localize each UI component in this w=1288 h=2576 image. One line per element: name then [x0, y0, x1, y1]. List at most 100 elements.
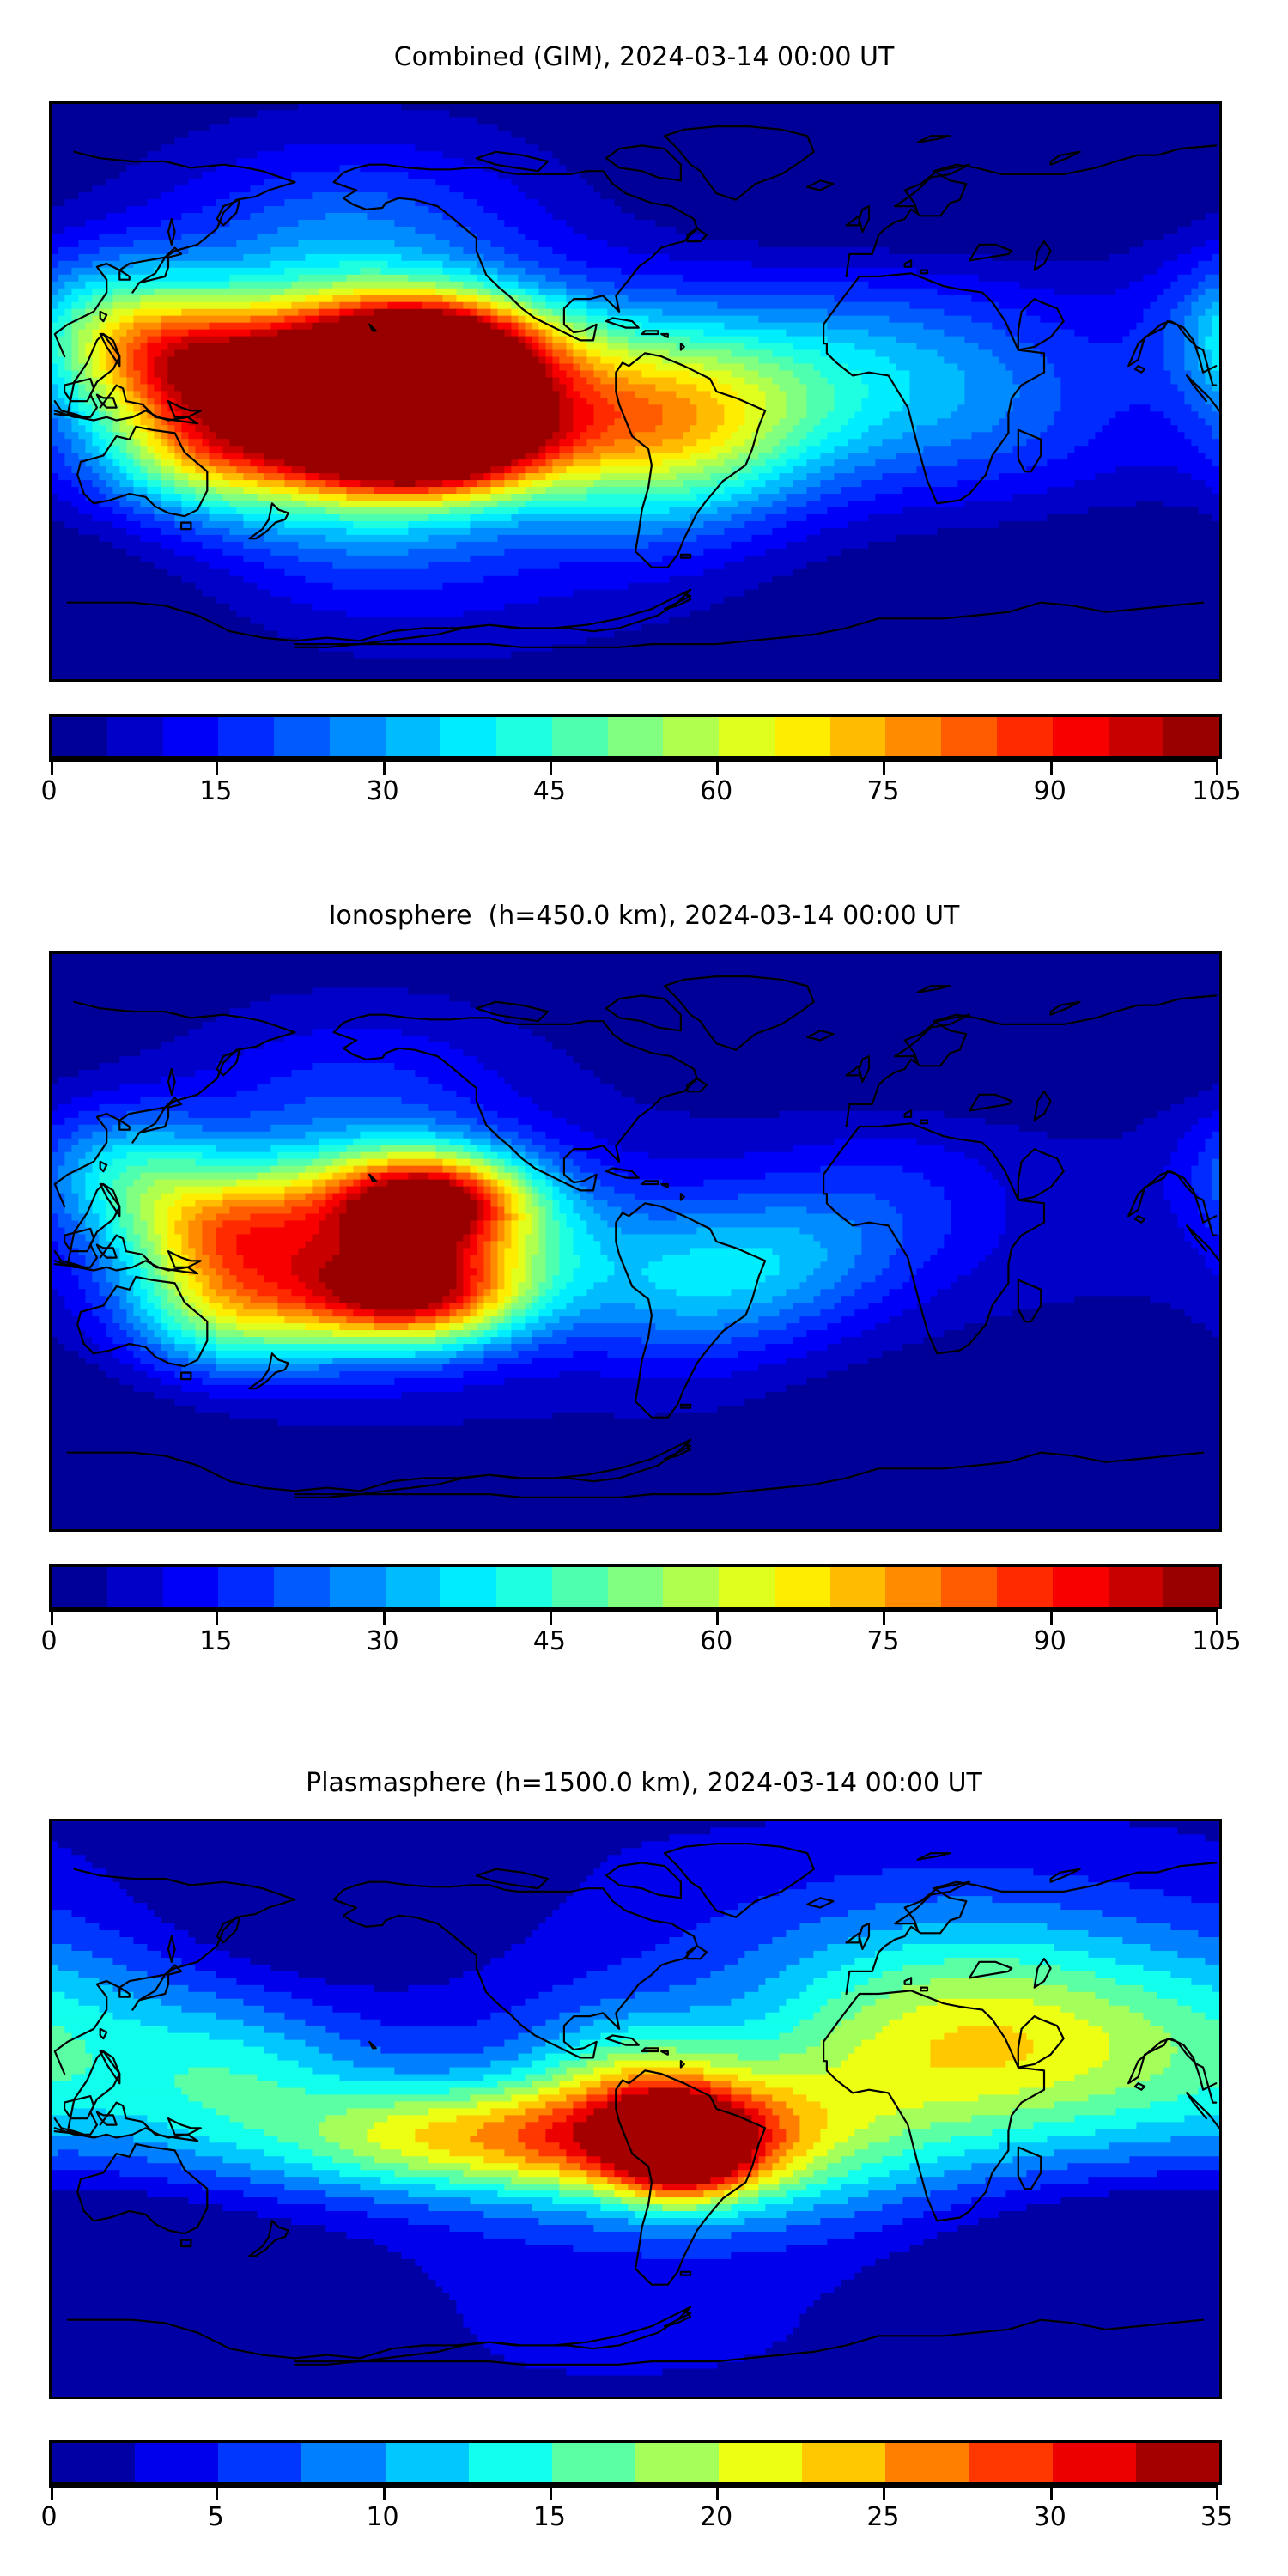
coastline-path — [73, 1868, 296, 1901]
coastline-path — [605, 144, 682, 182]
coastline-path — [615, 352, 767, 568]
coastline-path — [663, 2309, 692, 2328]
colorbar-tick — [716, 759, 720, 775]
colorbar-band — [1052, 2443, 1136, 2482]
colorbar-band — [329, 1567, 386, 1607]
colorbar-tick-label: 75 — [866, 1626, 900, 1656]
colorbar-band — [885, 2443, 969, 2482]
coastlines — [53, 1843, 1219, 2366]
coastline-path — [53, 332, 199, 425]
colorbar-band — [774, 1567, 830, 1607]
coastline-path — [920, 1986, 929, 1992]
coastline-path — [1017, 2015, 1065, 2069]
colorbar-tick-label: 105 — [1192, 1626, 1242, 1656]
coastline-path — [368, 2040, 377, 2050]
coastline-path — [118, 269, 131, 281]
contour-fill — [52, 104, 1219, 679]
coastline-path — [663, 125, 815, 201]
colorbar-band — [663, 717, 720, 756]
coastline-path — [1186, 374, 1219, 412]
colorbar-band — [468, 2443, 552, 2482]
colorbar-tick — [50, 759, 53, 775]
panel-combined-gim: Combined (GIM), 2024-03-14 00:00 UT 0 15 3… — [0, 0, 1288, 867]
coastline-path — [1133, 2082, 1146, 2091]
coastline-path — [53, 2127, 85, 2136]
coastline-path — [1133, 1215, 1146, 1224]
coastline-path — [131, 1097, 183, 1144]
coastline-path — [66, 601, 296, 642]
colorbar-tick — [216, 2485, 219, 2500]
coastline-path — [903, 259, 913, 268]
colorbar-band — [52, 1567, 107, 1607]
colorbar-band — [218, 1567, 275, 1607]
coastline-path — [53, 181, 296, 358]
colorbar-tick — [1049, 759, 1053, 775]
colorbar-band — [829, 717, 886, 756]
colorbar-band — [607, 717, 664, 756]
colorbar-tick — [1215, 1609, 1218, 1625]
coastline-path — [641, 330, 659, 336]
coastline-path — [216, 1048, 241, 1077]
map-ionosphere — [49, 951, 1222, 1532]
colorbar-tick-label: 60 — [700, 776, 733, 806]
coastline-path — [903, 1977, 913, 1985]
coastline-path — [99, 1160, 108, 1173]
coastline-path — [679, 343, 685, 351]
coastline-path — [1133, 365, 1146, 374]
coastline-path — [1017, 428, 1042, 473]
colorbar-band — [885, 1567, 942, 1607]
colorbar-band — [719, 1567, 775, 1607]
colorbar-tick-label: 10 — [366, 2502, 399, 2532]
colorbar-band — [496, 717, 552, 756]
coastline-path — [95, 2111, 118, 2126]
coastline-path — [368, 323, 377, 332]
colorbar-tick — [716, 1609, 720, 1625]
colorbar-band — [329, 717, 386, 756]
coastline-path — [167, 1250, 202, 1268]
coastline-path — [180, 1371, 192, 1381]
coastline-path — [845, 994, 1218, 1128]
coastline-path — [1127, 320, 1218, 386]
coastline-path — [118, 1986, 131, 1998]
contour-fill — [52, 954, 1219, 1529]
colorbar-tick-label: 35 — [1200, 2502, 1234, 2532]
coastline-path — [180, 521, 192, 531]
coastline-path — [806, 179, 835, 191]
coastline-path — [95, 393, 118, 409]
colorbar-tick-label: 25 — [866, 2502, 900, 2532]
colorbar-band — [385, 717, 441, 756]
colorbar-plasmasphere — [49, 2440, 1222, 2485]
coastline-path — [66, 2318, 296, 2360]
coastline-path — [641, 1180, 659, 1186]
coastline-path — [615, 2069, 767, 2286]
coastline-path — [605, 317, 640, 329]
colorbar-band — [1135, 2443, 1219, 2482]
coastline-path — [99, 2050, 121, 2085]
colorbar-tick — [716, 2485, 720, 2500]
coastline-path — [845, 1065, 860, 1077]
coastline-path — [894, 1013, 971, 1064]
colorbar-tick — [382, 759, 386, 775]
coastline-path — [806, 1030, 835, 1042]
colorbar-tick — [50, 1609, 53, 1625]
coastline-path — [332, 163, 698, 342]
coastline-path — [95, 1243, 118, 1259]
colorbar-tick — [1215, 2485, 1218, 2500]
panel-plasmasphere: Plasmasphere (h=1500.0 km), 2024-03-14 0… — [0, 1735, 1288, 2576]
colorbar-band — [218, 2443, 302, 2482]
panel-ionosphere: Ionosphere (h=450.0 km), 2024-03-14 00:0… — [0, 867, 1288, 1735]
coastline-path — [679, 2270, 692, 2276]
coastline-path — [167, 400, 202, 418]
coastline-path — [53, 1260, 85, 1268]
coastline-path — [131, 1964, 183, 2011]
colorbar-band — [162, 717, 219, 756]
coastline-path — [1049, 1868, 1081, 1883]
coastline-path — [894, 163, 971, 214]
coastline-path — [167, 217, 176, 246]
coastline-path — [99, 2027, 108, 2040]
colorbar-tick-label: 20 — [700, 2502, 733, 2532]
colorbar-tick — [382, 2485, 386, 2500]
coastlines — [53, 975, 1219, 1498]
colorbar-tick — [549, 2485, 552, 2500]
coastline-path — [686, 1078, 708, 1093]
